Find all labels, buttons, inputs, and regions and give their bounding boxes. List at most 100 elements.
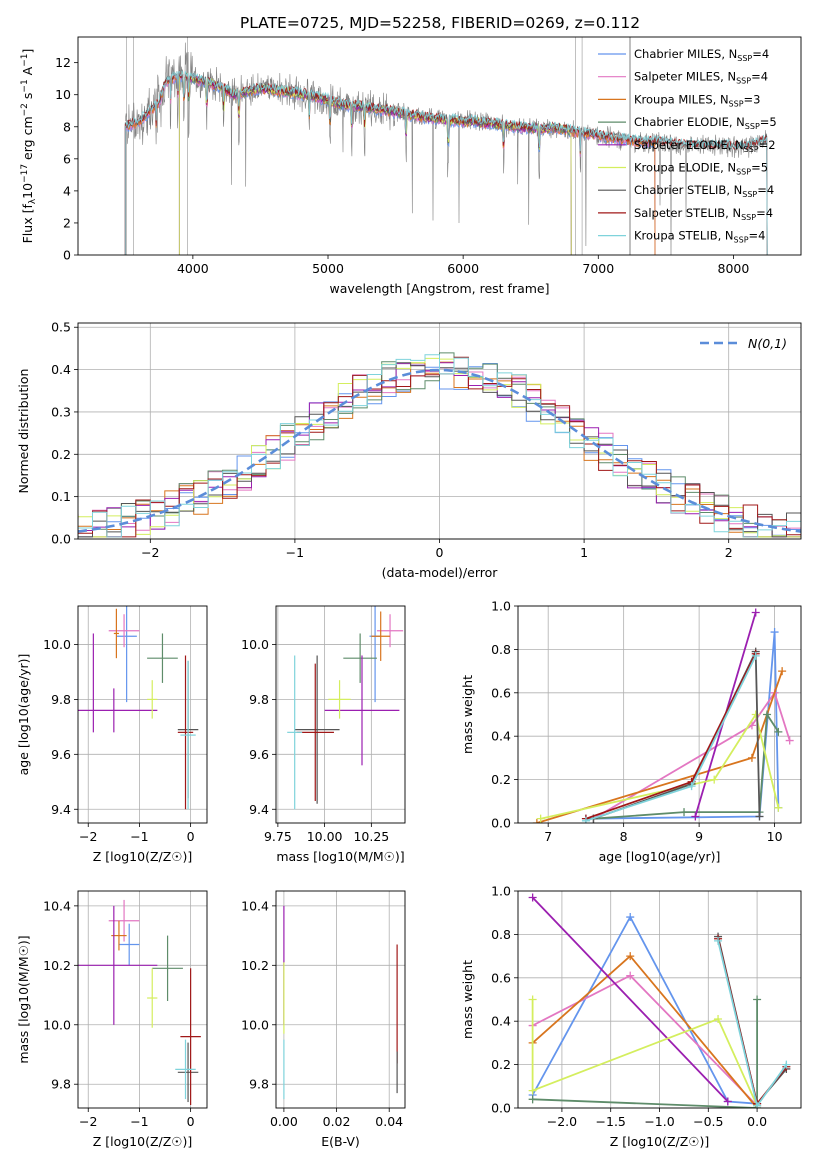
x-tick-label: 10: [767, 829, 783, 844]
data-point-marker: [528, 1086, 537, 1095]
weight-series-line: [532, 974, 758, 1107]
y-tick-label: 2: [63, 215, 71, 230]
x-tick-label: 10.25: [353, 829, 389, 844]
x-axis-label: age [log10(age/yr)]: [599, 849, 721, 864]
x-tick-label: −1.0: [644, 1114, 674, 1129]
x-axis-label: Z [log10(Z/Z☉)]: [93, 1134, 193, 1149]
y-tick-label: 4: [63, 183, 71, 198]
x-tick-label: −1: [130, 829, 148, 844]
data-point-marker: [626, 952, 635, 961]
y-tick-label: 0.6: [491, 685, 511, 700]
y-tick-label: 9.6: [249, 747, 269, 762]
data-point-marker: [747, 753, 756, 762]
figure-panels: 4000 5000 6000 7000 8000024681012wavelength …: [16, 36, 802, 1149]
legend-label: Salpeter MILES, NSSP=4: [634, 70, 768, 86]
y-tick-label: 10.2: [241, 958, 269, 973]
legend-label: N(0,1): [748, 336, 787, 351]
data-point-marker: [778, 667, 787, 676]
x-tick-label: 8000: [718, 261, 750, 276]
x-tick-label: −2.0: [547, 1114, 577, 1129]
x-tick-label: 9: [695, 829, 703, 844]
x-tick-label: 7: [544, 829, 552, 844]
mass_vs_Z-axes: [74, 891, 207, 1112]
mass_vs_Z-errorbars: [78, 899, 201, 1106]
x-tick-label: 0.04: [375, 1114, 403, 1129]
mass_vs_Z-frame: [77, 890, 208, 1109]
x-tick-label: 5000: [312, 261, 344, 276]
weight-series-line: [531, 896, 729, 1103]
data-point-marker: [626, 913, 635, 922]
y-tick-label: 0.0: [51, 532, 71, 547]
x-tick-label: −1.5: [596, 1114, 626, 1129]
y-tick-label: 1.0: [491, 599, 511, 614]
data-point-marker: [532, 819, 541, 823]
y-tick-label: 12: [55, 55, 71, 70]
data-point-marker: [680, 808, 689, 817]
y-tick-label: 0.5: [51, 320, 71, 335]
data-point-marker: [723, 1097, 732, 1106]
y-tick-label: 9.8: [51, 1077, 71, 1092]
x-tick-label: −2: [141, 545, 159, 560]
x-axis-label: E(B-V): [321, 1134, 360, 1149]
x-tick-label: 8: [620, 829, 628, 844]
y-tick-label: 10.0: [241, 637, 269, 652]
y-tick-label: 0.6: [491, 970, 511, 985]
y-tick-label: 9.4: [249, 802, 269, 817]
data-point-marker: [581, 816, 590, 823]
data-point-marker: [528, 893, 537, 902]
weight-series-line: [540, 712, 780, 820]
weight-series-line: [536, 670, 783, 823]
mass_vs_ebv-axes: [272, 891, 405, 1112]
y-tick-label: 9.8: [249, 692, 269, 707]
model-line: [124, 70, 768, 255]
x-tick-label: 0: [436, 545, 444, 560]
x-axis-label: mass [log10(M/M☉)]: [276, 849, 404, 864]
spectrum-frame: [77, 36, 802, 256]
data-point-marker: [687, 782, 696, 791]
histogram-series: [78, 354, 801, 538]
y-tick-label: 1.0: [491, 884, 511, 899]
legend-label: Chabrier STELIB, NSSP=4: [634, 183, 774, 199]
weight_vs_age-lines: [532, 608, 794, 823]
y-tick-label: 9.8: [249, 1077, 269, 1092]
residual-histograms: [78, 352, 801, 538]
weight_vs_Z-frame: [517, 890, 802, 1109]
x-tick-label: −1: [286, 545, 304, 560]
y-axis-label: mass weight: [460, 675, 475, 754]
y-tick-label: 8: [63, 119, 71, 134]
x-tick-label: 0.00: [270, 1114, 298, 1129]
y-tick-label: 9.6: [51, 747, 71, 762]
data-point-marker: [755, 812, 764, 821]
age_vs_Z-frame: [77, 605, 208, 824]
x-tick-label: 0: [187, 829, 195, 844]
x-tick-label: 4000: [177, 261, 209, 276]
data-point-marker: [710, 775, 719, 784]
x-tick-label: 2: [725, 545, 733, 560]
y-tick-label: 0.2: [491, 1057, 511, 1072]
x-tick-label: 6000: [447, 261, 479, 276]
y-tick-label: 9.4: [51, 802, 71, 817]
data-point-marker: [782, 1060, 791, 1069]
legend-label: Kroupa MILES, NSSP=3: [634, 92, 760, 108]
data-point-marker: [536, 814, 545, 823]
data-point-marker: [528, 1095, 537, 1104]
x-tick-label: −0.5: [693, 1114, 723, 1129]
y-tick-label: 0.4: [491, 1014, 511, 1029]
age_vs_mass-frame: [275, 605, 406, 824]
y-axis-label: Normed distribution: [16, 369, 31, 494]
y-tick-label: 10.2: [43, 958, 71, 973]
y-tick-label: 6: [63, 151, 71, 166]
data-point-marker: [751, 710, 760, 719]
spectrum-axes: [74, 62, 734, 259]
weight-series-line: [531, 999, 758, 1107]
y-axis-label: age [log10(age/yr)]: [16, 654, 31, 776]
weight-series-line: [593, 690, 791, 820]
legend-label: Salpeter STELIB, NSSP=4: [634, 206, 773, 222]
x-axis-label: (data-model)/error: [382, 565, 499, 580]
figure-title: PLATE=0725, MJD=52258, FIBERID=0269, z=0…: [240, 14, 640, 32]
x-tick-label: 9.75: [264, 829, 292, 844]
y-tick-label: 10.0: [241, 1017, 269, 1032]
histogram-series: [78, 352, 801, 538]
data-point-marker: [691, 812, 700, 821]
